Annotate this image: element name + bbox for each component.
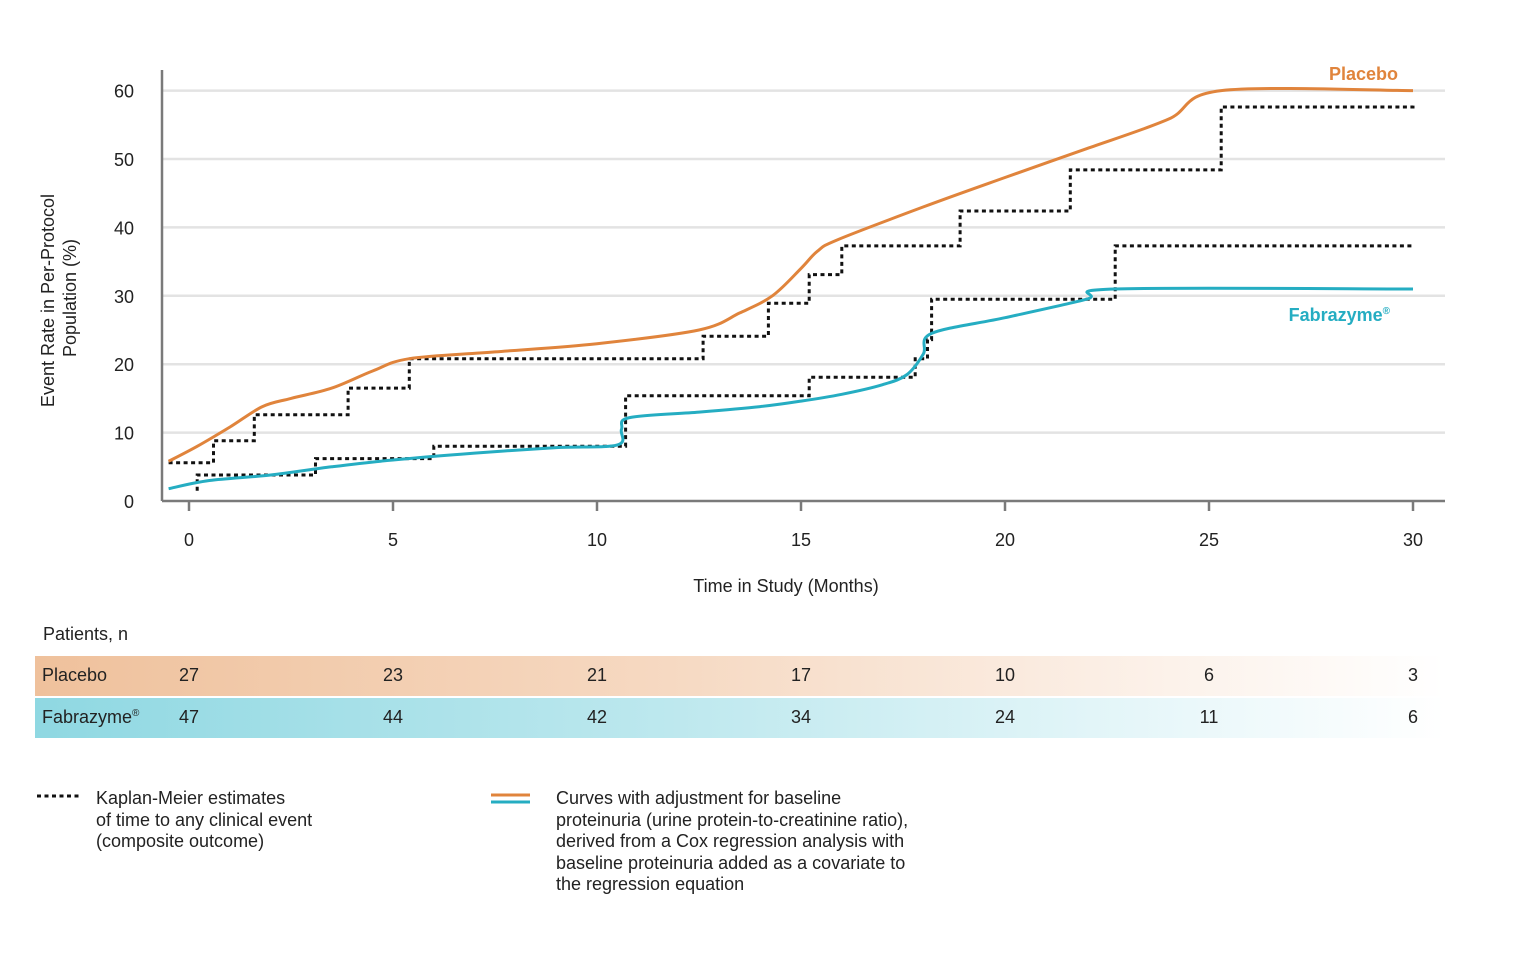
y-axis-title-line2: Population (%) <box>60 239 80 357</box>
risk-cell: 3 <box>1407 665 1419 685</box>
x-tick-label: 0 <box>184 530 194 550</box>
risk-row-placebo: Placebo 27 23 21 17 10 6 3 <box>35 656 1445 696</box>
legend-line: derived from a Cox regression analysis w… <box>556 831 905 851</box>
y-axis-title-line1: Event Rate in Per-Protocol <box>38 194 58 407</box>
y-tick-label: 10 <box>114 424 134 444</box>
placebo-curve-label: Placebo <box>1329 64 1398 84</box>
km-step-line-3 <box>195 244 1413 491</box>
risk-cell: 6 <box>1203 665 1215 685</box>
y-tick-label: 0 <box>124 492 134 512</box>
risk-cell: 17 <box>790 665 812 685</box>
risk-cell: 21 <box>586 665 608 685</box>
x-tick-label: 20 <box>995 530 1015 550</box>
adjusted-curve-0 <box>167 86 1414 463</box>
risk-cell: 24 <box>994 707 1016 727</box>
risk-cell: 34 <box>790 707 812 727</box>
y-tick-label: 30 <box>114 287 134 307</box>
risk-table-title: Patients, n <box>43 624 129 644</box>
x-tick-label: 5 <box>388 530 398 550</box>
legend-curve-text: Curves with adjustment for baseline prot… <box>556 788 976 896</box>
legend-line: proteinuria (urine protein-to-creatinine… <box>556 809 909 830</box>
y-tick-label: 20 <box>114 355 134 375</box>
risk-cell: 47 <box>178 707 200 727</box>
gridlines <box>162 89 1445 434</box>
series-lines <box>167 86 1415 491</box>
legend-line: of time to any clinical event <box>96 809 313 830</box>
risk-cell: 6 <box>1407 707 1419 727</box>
legend-line: Curves with adjustment for baseline <box>556 788 842 808</box>
legend-line: (composite outcome) <box>96 831 265 851</box>
legend-line: baseline proteinuria added as a covariat… <box>556 852 906 873</box>
x-tick-label: 25 <box>1199 530 1219 550</box>
x-axis-title: Time in Study (Months) <box>693 576 878 596</box>
x-tick-label: 15 <box>791 530 811 550</box>
km-step-line-2 <box>168 105 1415 465</box>
legend-km-text: Kaplan-Meier estimates of time to any cl… <box>96 788 396 853</box>
x-tick-label: 30 <box>1403 530 1423 550</box>
legend-line: Kaplan-Meier estimates <box>96 788 286 808</box>
risk-row-label: Fabrazyme® <box>42 707 140 727</box>
risk-row-label: Placebo <box>42 665 108 685</box>
y-tick-label: 60 <box>114 82 134 102</box>
risk-cell: 11 <box>1199 707 1219 727</box>
x-tick-label: 10 <box>587 530 607 550</box>
y-tick-label: 40 <box>114 218 134 238</box>
risk-cell: 27 <box>178 665 200 685</box>
y-axis-title: Event Rate in Per-Protocol Population (%… <box>38 189 80 407</box>
axis-titles: Time in Study (Months) Event Rate in Per… <box>38 189 879 596</box>
risk-cell: 42 <box>586 707 608 727</box>
y-tick-label: 50 <box>114 150 134 170</box>
series-labels: Placebo Fabrazyme® <box>1289 64 1398 325</box>
fabrazyme-curve-label: Fabrazyme® <box>1289 305 1391 325</box>
axes: 0 10 20 30 40 50 60 0 5 10 15 20 25 30 <box>114 70 1445 550</box>
adjusted-curve-1 <box>168 286 1414 491</box>
risk-cell: 10 <box>994 665 1016 685</box>
risk-cell: 23 <box>382 665 404 685</box>
risk-cell: 44 <box>382 707 404 727</box>
legend-swatches <box>37 793 530 804</box>
risk-row-fabrazyme: Fabrazyme® 47 44 42 34 24 11 6 <box>35 698 1445 738</box>
legend-line: the regression equation <box>556 874 745 894</box>
